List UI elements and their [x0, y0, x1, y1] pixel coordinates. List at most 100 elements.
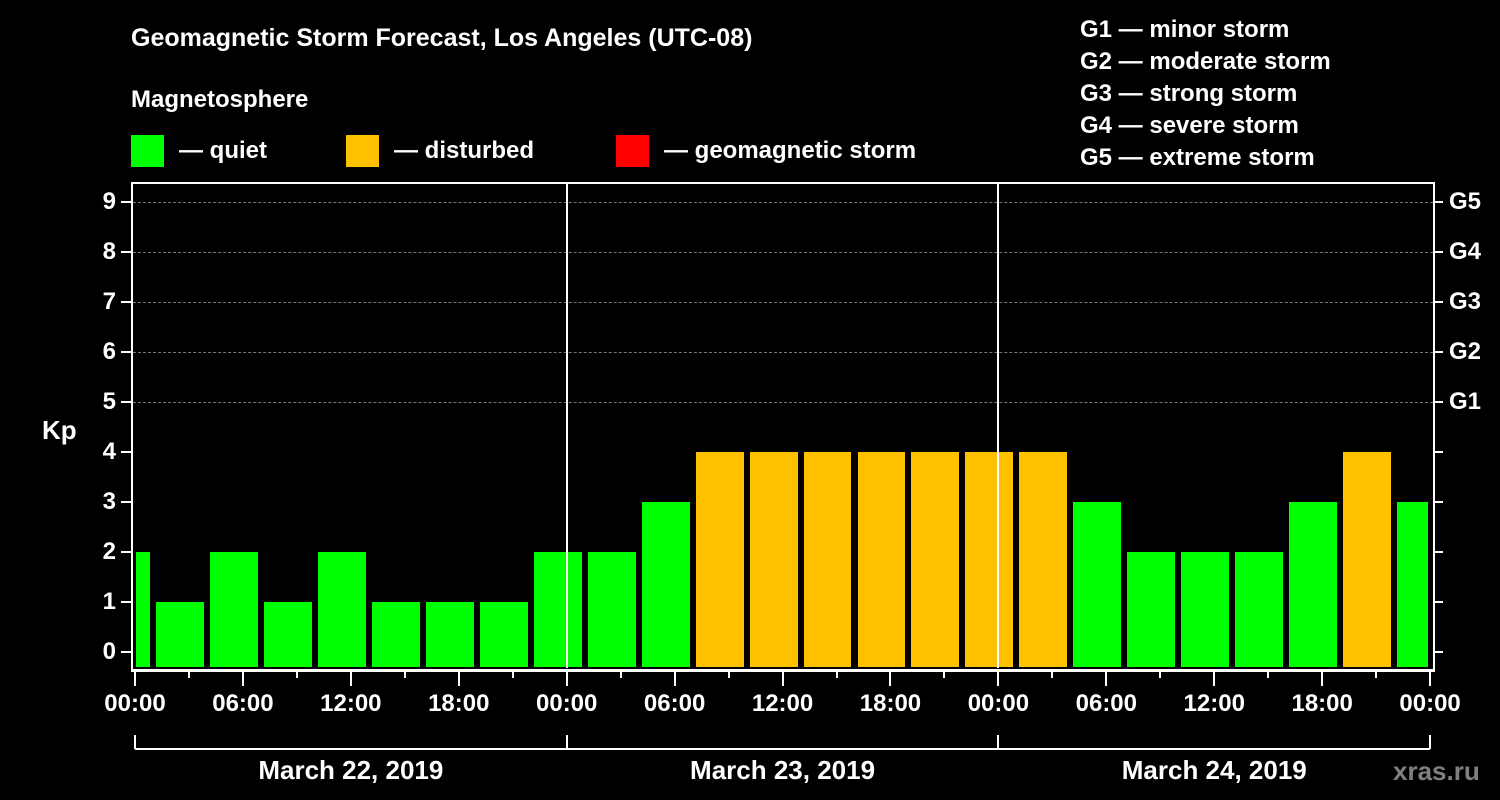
x-tick-major: [1321, 670, 1324, 686]
x-tick-minor: [943, 670, 946, 678]
x-tick-label: 00:00: [535, 690, 598, 717]
x-tick-major: [1429, 670, 1432, 686]
date-bracket: [135, 748, 1431, 750]
x-tick-label: 00:00: [104, 690, 166, 717]
day-separator: [997, 182, 1000, 668]
kp-bar: [1343, 452, 1392, 667]
y-tick-right: [1433, 501, 1443, 503]
x-tick-minor: [619, 670, 622, 678]
legend-swatch-disturbed: [346, 135, 379, 167]
y-tick-right: [1433, 301, 1443, 303]
y-tick-right: [1433, 451, 1443, 453]
date-bracket-tick: [134, 735, 136, 749]
kp-bar: [209, 552, 258, 667]
x-tick-label: 06:00: [643, 690, 706, 717]
kp-bar: [911, 452, 960, 667]
chart-subtitle: Magnetosphere: [131, 86, 309, 113]
y-tick-label: 8: [102, 238, 116, 265]
legend-swatch-storm: [616, 135, 649, 167]
kp-bar: [155, 602, 204, 667]
kp-bar: [1397, 502, 1428, 667]
g-tick-label: G3: [1449, 288, 1482, 315]
x-tick-label: 06:00: [1075, 690, 1138, 717]
y-tick-right: [1433, 601, 1443, 603]
x-tick-major: [565, 670, 568, 686]
x-tick-minor: [1375, 670, 1378, 678]
x-tick-minor: [1159, 670, 1162, 678]
date-bracket-tick: [1429, 735, 1432, 749]
kp-bar: [1235, 552, 1284, 667]
gridline: [133, 302, 1433, 303]
date-label: March 24, 2019: [1121, 755, 1307, 785]
date-bracket-tick: [565, 735, 568, 749]
y-tick-right: [1433, 351, 1443, 353]
x-tick-minor: [403, 670, 406, 678]
kp-bar: [317, 552, 366, 667]
x-tick-minor: [187, 670, 190, 678]
y-tick: [121, 401, 131, 403]
kp-bar: [533, 552, 582, 667]
kp-bar: [803, 452, 852, 667]
x-tick-major: [134, 670, 136, 686]
x-tick-label: 12:00: [320, 690, 382, 717]
legend-storm: — geomagnetic storm: [616, 135, 916, 167]
kp-bar: [965, 452, 1014, 667]
kp-bar: [425, 602, 474, 667]
kp-bar: [1181, 552, 1230, 667]
kp-bar: [857, 452, 906, 667]
gridline: [133, 402, 1433, 403]
g-scale-legend: G1 — minor storm G2 — moderate storm G3 …: [1080, 14, 1331, 174]
y-tick: [121, 551, 131, 553]
g-scale-item: G4 — severe storm: [1080, 112, 1299, 139]
y-tick-label: 1: [102, 588, 116, 615]
legend-label: — quiet: [179, 137, 267, 164]
x-tick-label: 18:00: [428, 690, 490, 717]
x-tick-major: [241, 670, 244, 686]
x-tick-major: [889, 670, 892, 686]
y-tick: [121, 351, 131, 353]
kp-bar: [1127, 552, 1176, 667]
x-tick-label: 12:00: [1183, 690, 1245, 717]
g-tick-label: G5: [1449, 188, 1482, 215]
y-tick-label: 2: [102, 538, 116, 565]
legend-label: — geomagnetic storm: [664, 137, 917, 164]
kp-bar: [587, 552, 636, 667]
y-tick-label: 0: [102, 638, 116, 665]
kp-bar: [136, 552, 150, 667]
kp-bar: [1289, 502, 1338, 667]
x-tick-minor: [835, 670, 838, 678]
x-tick-major: [673, 670, 676, 686]
x-tick-minor: [295, 670, 298, 678]
g-tick-label: G1: [1449, 388, 1482, 415]
gridline: [133, 252, 1433, 253]
g-tick-label: G4: [1449, 238, 1482, 265]
x-tick-minor: [511, 670, 514, 678]
y-tick: [121, 201, 131, 203]
x-tick-label: 12:00: [751, 690, 814, 717]
y-tick-label: 9: [102, 188, 116, 215]
y-tick: [121, 501, 131, 503]
x-tick-minor: [727, 670, 730, 678]
x-tick-label: 00:00: [967, 690, 1030, 717]
x-tick-label: 18:00: [1291, 690, 1353, 717]
kp-bar: [641, 502, 690, 667]
y-tick-right: [1433, 251, 1443, 253]
y-tick-right: [1433, 201, 1443, 203]
y-tick-right: [1433, 401, 1443, 403]
kp-bar: [371, 602, 420, 667]
legend-label: — disturbed: [394, 137, 535, 164]
legend-swatch-quiet: [131, 135, 164, 167]
x-tick-label: 06:00: [212, 690, 274, 717]
legend-disturbed: — disturbed: [346, 135, 534, 167]
chart-title: Geomagnetic Storm Forecast, Los Angeles …: [131, 24, 753, 52]
kp-bar: [479, 602, 528, 667]
x-tick-major: [457, 670, 460, 686]
y-tick-right: [1433, 651, 1443, 653]
date-label: March 22, 2019: [258, 755, 444, 785]
kp-bar: [1019, 452, 1068, 667]
kp-bar: [749, 452, 798, 667]
x-tick-major: [349, 670, 352, 686]
y-tick: [121, 451, 131, 453]
y-tick-label: 5: [102, 388, 116, 415]
y-tick: [121, 301, 131, 303]
